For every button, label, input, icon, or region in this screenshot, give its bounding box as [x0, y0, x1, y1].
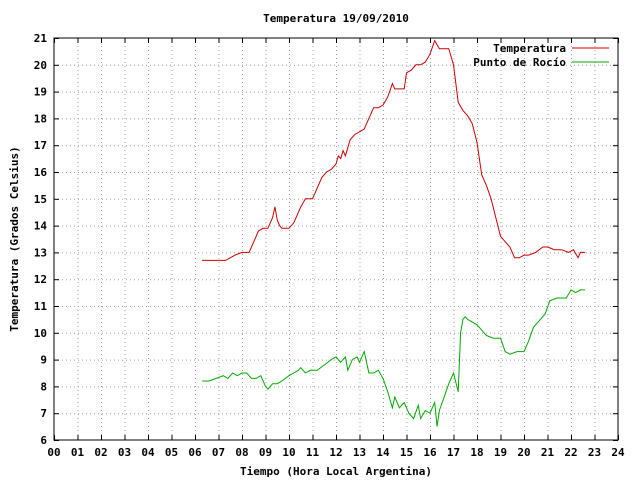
y-tick-label: 8 [40, 380, 47, 393]
x-tick-label: 02 [94, 446, 107, 459]
y-tick-label: 12 [34, 273, 47, 286]
y-tick-label: 14 [34, 220, 48, 233]
x-tick-label: 17 [447, 446, 460, 459]
ticks: 00 01 02 03 04 05 06 07 08 09 10 11 12 13 14 15 16 17 18 19… [34, 32, 625, 459]
grid [54, 38, 618, 440]
x-tick-label: 16 [423, 446, 437, 459]
series-layer [202, 39, 586, 427]
x-tick-label: 09 [259, 446, 272, 459]
x-tick-label: 15 [400, 446, 413, 459]
x-tick-label: 00 [47, 446, 60, 459]
x-tick-label: 12 [329, 446, 342, 459]
y-tick-label: 6 [40, 434, 47, 447]
legend: Temperatura Punto de Rocío [473, 42, 609, 69]
x-tick-label: 13 [353, 446, 366, 459]
x-tick-label: 24 [611, 446, 625, 459]
x-axis-label: Tiempo (Hora Local Argentina) [240, 465, 432, 478]
x-tick-label: 06 [188, 446, 202, 459]
x-tick-label: 14 [376, 446, 390, 459]
x-tick-label: 07 [212, 446, 225, 459]
x-tick-label: 04 [141, 446, 155, 459]
y-tick-label: 10 [34, 327, 47, 340]
x-tick-label: 03 [118, 446, 131, 459]
y-tick-label: 20 [34, 59, 47, 72]
series-line-temperatura [202, 39, 586, 261]
x-tick-label: 19 [494, 446, 507, 459]
x-tick-label: 11 [306, 446, 320, 459]
y-tick-label: 21 [34, 32, 48, 45]
x-tick-label: 01 [71, 446, 85, 459]
y-axis-label: Temperatura (Grados Celsius) [8, 146, 21, 331]
x-tick-label: 23 [588, 446, 601, 459]
y-tick-label: 15 [34, 193, 47, 206]
x-tick-label: 21 [541, 446, 555, 459]
x-tick-label: 05 [165, 446, 178, 459]
x-tick-label: 08 [235, 446, 248, 459]
y-tick-label: 18 [34, 112, 47, 125]
y-tick-label: 11 [34, 300, 48, 313]
y-tick-label: 9 [40, 354, 47, 367]
y-tick-label: 13 [34, 246, 47, 259]
y-tick-label: 7 [40, 407, 47, 420]
legend-label-temperatura: Temperatura [493, 42, 566, 55]
x-tick-label: 10 [282, 446, 295, 459]
x-tick-label: 22 [564, 446, 577, 459]
y-tick-label: 19 [34, 86, 47, 99]
y-tick-label: 16 [34, 166, 48, 179]
x-tick-label: 20 [517, 446, 530, 459]
x-tick-label: 18 [470, 446, 483, 459]
y-tick-label: 17 [34, 139, 47, 152]
series-line-punto-de-rocio [202, 289, 586, 427]
legend-label-punto-de-rocio: Punto de Rocío [473, 56, 566, 69]
chart-title: Temperatura 19/09/2010 [263, 12, 409, 25]
